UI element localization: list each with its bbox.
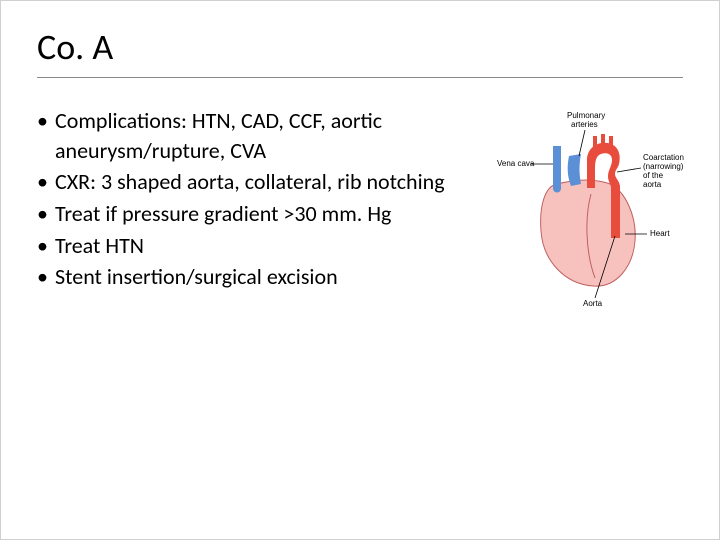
aorta-branch-icon: [609, 136, 613, 146]
bullet-item: Treat if pressure gradient >30 mm. Hg: [37, 199, 477, 229]
slide-container: Co. A Complications: HTN, CAD, CCF, aort…: [0, 0, 720, 540]
label-line-icon: [617, 168, 641, 172]
aorta-branch-icon: [593, 136, 597, 148]
label-pulmonary-arteries: Pulmonary: [567, 111, 605, 120]
label-vena-cava: Vena cava: [497, 159, 535, 168]
bullet-item: CXR: 3 shaped aorta, collateral, rib not…: [37, 167, 477, 197]
label-coarctation: (narrowing): [643, 162, 684, 171]
pulmonary-artery-icon: [568, 154, 581, 186]
label-coarctation: of the: [643, 171, 664, 180]
title-divider: [37, 77, 683, 78]
label-pulmonary-arteries: arteries: [571, 120, 598, 129]
bullet-list: Complications: HTN, CAD, CCF, aortic ane…: [37, 106, 477, 294]
bullet-item: Complications: HTN, CAD, CCF, aortic ane…: [37, 106, 477, 165]
label-coarctation: aorta: [643, 180, 662, 189]
content-area: Complications: HTN, CAD, CCF, aortic ane…: [37, 106, 683, 316]
label-line-icon: [579, 130, 585, 156]
label-heart: Heart: [650, 229, 670, 238]
label-aorta: Aorta: [583, 299, 603, 308]
vena-cava-icon: [553, 146, 561, 193]
heart-diagram: Vena cava Pulmonary arteries Coarctation…: [495, 106, 685, 316]
bullet-item: Stent insertion/surgical excision: [37, 262, 477, 292]
aorta-branch-icon: [601, 134, 605, 144]
heart-shape-icon: [541, 180, 636, 286]
heart-svg: Vena cava Pulmonary arteries Coarctation…: [495, 106, 685, 316]
bullet-item: Treat HTN: [37, 231, 477, 261]
label-coarctation: Coarctation: [643, 153, 684, 162]
slide-title: Co. A: [37, 25, 683, 69]
